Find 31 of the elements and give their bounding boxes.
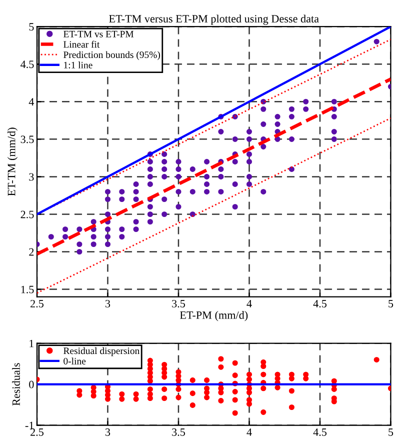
legend-label: Residual dispersion (64, 347, 140, 356)
y-tick-label: 1 (30, 340, 34, 348)
y-axis-title: ET-TM (mm/d) (7, 128, 18, 196)
x-tick-label: 3 (105, 300, 110, 308)
x-tick-label: 3.5 (172, 300, 185, 308)
x-tick-label: 4.5 (313, 428, 326, 436)
y-axis-title: Residuals (12, 363, 20, 406)
legend-label: 0-line (64, 358, 86, 364)
legend-label: 1:1 line (64, 62, 92, 68)
y-tick-label: 3.5 (20, 136, 34, 144)
x-tick-label: 4 (246, 428, 252, 436)
legend-label: ET-TM vs ET-PM (64, 30, 134, 38)
legend-label: Linear fit (64, 40, 100, 48)
y-tick-label: 5 (29, 23, 34, 31)
x-tick-label: 3.5 (172, 428, 185, 436)
x-axis-title: ET-PM (mm/d) (180, 311, 248, 322)
y-tick-label: 3 (29, 173, 34, 181)
x-tick-label: 4 (246, 300, 252, 308)
x-tick-label: 4.5 (313, 300, 326, 308)
x-tick-label: 5 (388, 428, 394, 436)
y-tick-label: 2 (29, 248, 34, 256)
y-tick-label: 0 (29, 380, 34, 388)
x-tick-label: 3 (105, 428, 110, 436)
legend-label: Prediction bounds (95%) (64, 51, 160, 60)
y-tick-label: -1 (25, 422, 34, 430)
y-tick-label: 1.5 (21, 286, 34, 294)
x-tick-label: 5 (388, 300, 394, 308)
chart-title: ET-TM versus ET-PM plotted using Desse data (109, 14, 319, 25)
y-tick-label: 2.5 (20, 210, 34, 218)
y-tick-label: 4 (28, 98, 34, 106)
y-tick-label: 4.5 (20, 60, 34, 68)
